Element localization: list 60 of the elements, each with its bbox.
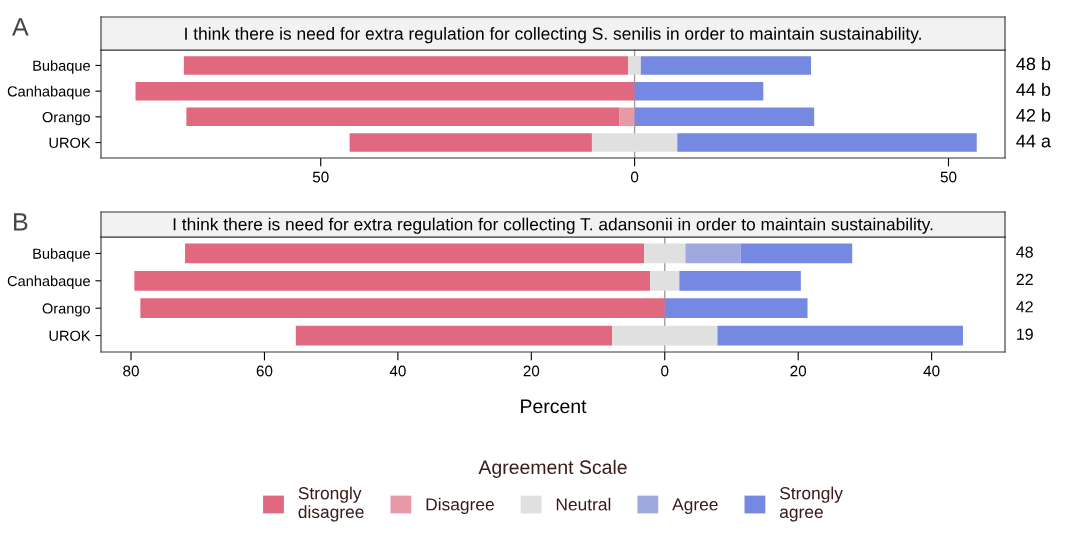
x-tick-label: 50 <box>312 171 329 183</box>
legend-label: Strongly agree <box>779 486 843 522</box>
text: 22 <box>1016 273 1033 285</box>
y-tick-label: Orango <box>42 111 90 126</box>
legend-label: Neutral <box>556 497 611 511</box>
x-axis-title: Percent <box>521 399 587 414</box>
y-tick-label: Orango <box>42 303 90 317</box>
x-tick-label: 80 <box>123 365 139 377</box>
bar <box>135 81 635 101</box>
bar <box>591 133 678 152</box>
y-tick-label: UROK <box>49 330 91 341</box>
bar <box>140 298 665 319</box>
x-tick-label: 20 <box>523 365 540 377</box>
legend-label: Disagree <box>426 497 494 514</box>
bar <box>650 270 681 291</box>
bar <box>640 56 812 75</box>
legend-label: Strongly disagree <box>298 486 364 522</box>
text: 48 <box>1016 246 1033 258</box>
text: B <box>14 213 28 231</box>
bar <box>740 243 853 264</box>
bar <box>612 325 718 346</box>
text: 42 <box>1016 301 1033 313</box>
x-tick-label: 40 <box>923 365 940 377</box>
bar <box>186 107 620 127</box>
bar <box>349 133 592 152</box>
bar <box>685 243 741 264</box>
chart-title: I think there is need for extra regulation for collecting S. senilis in order to maintain sustainability. <box>185 27 921 44</box>
x-tick-label: 60 <box>256 365 273 377</box>
y-tick-label: Bubaque <box>33 60 90 74</box>
bar <box>679 270 801 291</box>
bar <box>183 56 629 75</box>
legend-label: Agree <box>672 498 718 514</box>
x-tick-label: 50 <box>940 171 957 183</box>
bar <box>634 107 815 127</box>
y-tick-label: Canhabaque <box>7 275 90 290</box>
chart-title: I think there is need for extra regulation for collecting T. adansonii in order to maintain sustainability. <box>173 217 933 234</box>
bar <box>134 270 651 291</box>
text: 44 a <box>1016 134 1051 148</box>
bar <box>677 133 977 152</box>
x-tick-label: 40 <box>389 365 406 377</box>
bar <box>634 81 764 101</box>
x-tick-label: 0 <box>661 365 669 377</box>
bar <box>628 56 642 75</box>
bar <box>295 325 613 346</box>
x-tick-label: 0 <box>630 171 639 183</box>
y-tick-label: Canhabaque <box>7 85 90 100</box>
bar <box>664 298 808 319</box>
bar <box>619 107 635 127</box>
x-tick-label: 20 <box>790 365 807 377</box>
bar <box>717 325 963 346</box>
text: 42 b <box>1016 108 1051 122</box>
text: 19 <box>1017 328 1033 340</box>
bar <box>185 243 645 264</box>
bar <box>644 243 686 264</box>
y-tick-label: Bubaque <box>33 248 90 262</box>
text: A <box>12 18 29 36</box>
text: 48 b <box>1016 57 1051 71</box>
text: 44 b <box>1016 82 1051 96</box>
y-tick-label: UROK <box>49 137 91 148</box>
legend-title: Agreement Scale <box>478 459 627 478</box>
